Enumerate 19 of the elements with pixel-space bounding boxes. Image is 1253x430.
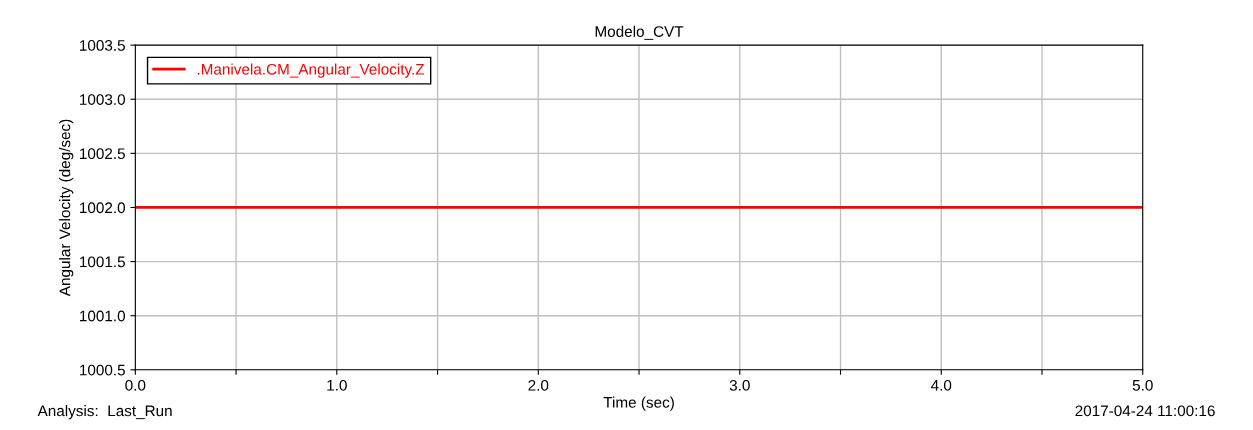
text: 2017-04-24 11:00:16	[1075, 405, 1215, 417]
legend-label: .Manivela.CM_Angular_Velocity.Z	[197, 63, 425, 78]
y-tick-label: 1001.0	[80, 310, 126, 322]
y-axis-title: Angular Velocity (deg/sec)	[59, 119, 74, 297]
x-axis-title: Time (sec)	[603, 396, 674, 411]
y-tick-label: 1003.0	[80, 94, 126, 105]
x-tick-label: 3.0	[729, 379, 750, 391]
x-tick-label: 5.0	[1132, 379, 1153, 391]
x-tick-label: 1.0	[327, 379, 347, 391]
y-tick-label: 1001.5	[80, 256, 125, 268]
x-tick-label: 4.0	[930, 379, 952, 391]
chart-title: Modelo_CVT	[595, 25, 684, 40]
x-tick-label: 0.0	[125, 379, 146, 391]
y-tick-label: 1002.0	[80, 202, 126, 214]
y-tick-label: 1002.5	[80, 148, 125, 160]
y-tick-label: 1000.5	[80, 364, 125, 376]
y-tick-label: 1003.5	[80, 40, 125, 51]
x-tick-label: 2.0	[528, 379, 549, 391]
text: Analysis: Last_Run	[37, 405, 172, 420]
